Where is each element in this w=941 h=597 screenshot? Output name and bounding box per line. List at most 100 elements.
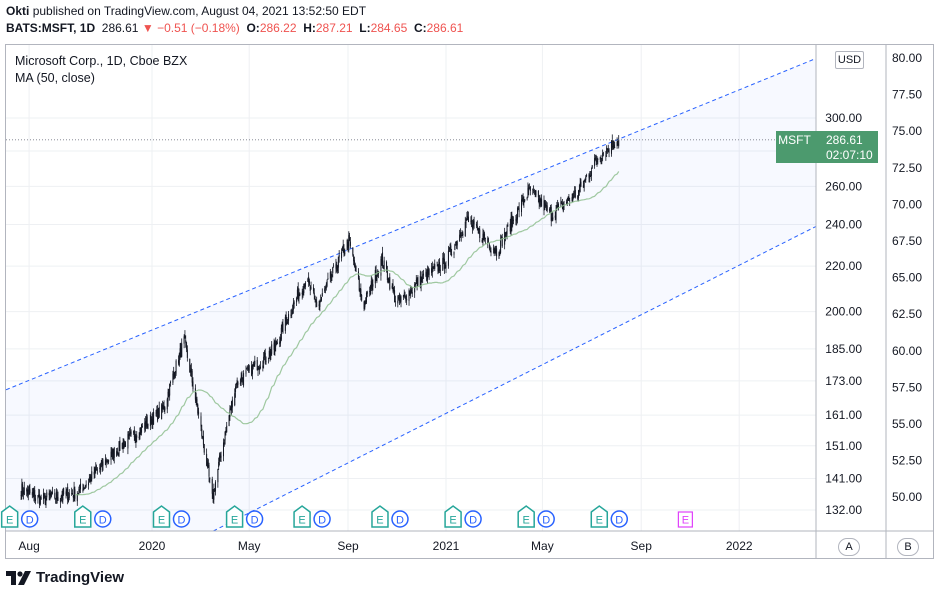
candle-body [209,477,211,479]
candle-body [341,247,343,251]
candle-body [85,484,87,487]
candle-body [116,451,118,456]
candle-body [597,158,599,160]
candle-body [336,266,338,271]
candle-body [331,275,333,277]
candle-body [451,254,453,256]
candle-body [397,300,399,304]
candle-body [594,158,596,166]
candle-body [347,242,349,248]
candle-body [490,250,492,253]
publish-line: Okti published on TradingView.com, Augus… [6,4,366,18]
auto-scale-button[interactable]: A [838,538,860,556]
candle-body [242,379,244,384]
candle-body [27,489,29,496]
candle-body [420,276,422,287]
candle-body [473,220,475,225]
candle-body [574,190,576,198]
candle-body [95,466,97,471]
candle-body [617,143,619,145]
candle-body [618,139,620,147]
tradingview-logo-icon [6,570,31,585]
candle-body [302,290,304,295]
earnings-marker-letter: E [596,515,603,527]
candle-body [326,280,328,286]
candle-body [543,200,545,211]
candle-body [344,252,346,255]
right-scale-label: 50.00 [892,490,922,504]
candle-body [386,261,388,271]
candle-body [409,290,411,295]
candle-body [612,146,614,147]
dividend-marker-shape [464,510,482,528]
candle-body [43,493,45,500]
candle-body [206,461,208,467]
earnings-marker: E [371,505,389,528]
candle-body [427,267,429,275]
candle-body [341,252,343,259]
candle-body [113,447,115,458]
right-scale-label: 52.50 [892,454,922,468]
candle-body [157,409,159,421]
candle-body [276,342,278,345]
candle-body [408,290,410,301]
candle-body [121,443,123,449]
candle-body [438,263,440,271]
earnings-marker-shape [225,505,244,528]
candle-body [433,266,435,268]
x-tick-label: May [238,539,261,553]
ohlc-line: BATS:MSFT, 1D 286.61 ▼ −0.51 (−0.18%) O:… [6,21,463,35]
candle-body [78,489,80,494]
author-name[interactable]: Okti [6,4,30,18]
currency-button[interactable]: USD [835,51,864,69]
right-scale-label: 72.50 [892,161,922,175]
candle-body [100,464,102,471]
left-scale-label: 151.00 [825,439,862,453]
tradingview-logo[interactable]: TradingView [6,569,124,586]
candle-body [439,261,441,271]
chart-title[interactable]: Microsoft Corp., 1D, Cboe BZX [15,54,188,68]
candle-body [526,197,528,200]
dividend-marker-letter: D [178,515,186,527]
candle-body [49,492,51,496]
ma-legend[interactable]: MA (50, close) [15,71,95,85]
candle-body [456,241,458,246]
candle-body [500,238,502,253]
candle-body [124,441,126,446]
earnings-marker: E [590,505,609,528]
candle-body [240,376,242,384]
candle-body [414,284,416,293]
candle-body [141,426,143,428]
dividend-marker-shape [391,510,409,528]
candle-body [431,268,433,273]
candle-body [596,160,598,162]
log-scale-button[interactable]: B [897,538,919,556]
candle-body [599,157,601,160]
candle-body [84,485,86,488]
candle-body [28,489,30,491]
candle-body [200,416,202,427]
candle-body [606,147,608,154]
candle-body [535,190,537,196]
regression-channel[interactable] [5,57,817,532]
earnings-marker: E [74,505,92,528]
candle-body [105,459,107,464]
candle-body [164,407,166,411]
earnings-marker-letter: E [79,515,86,527]
candle-body [62,489,64,501]
candle-body [139,427,141,437]
candle-body [22,490,24,494]
candle-body [281,323,283,329]
candle-body [269,351,271,356]
candle-body [63,488,65,495]
dividend-marker-letter: D [396,515,404,527]
candle-body [186,349,188,358]
candle-body [268,350,270,358]
candle-body [280,327,282,340]
candle-body [443,257,445,261]
candle-body [270,352,272,356]
dividend-marker-letter: D [26,515,34,527]
candle-body [46,492,48,498]
candle-body [169,383,171,396]
